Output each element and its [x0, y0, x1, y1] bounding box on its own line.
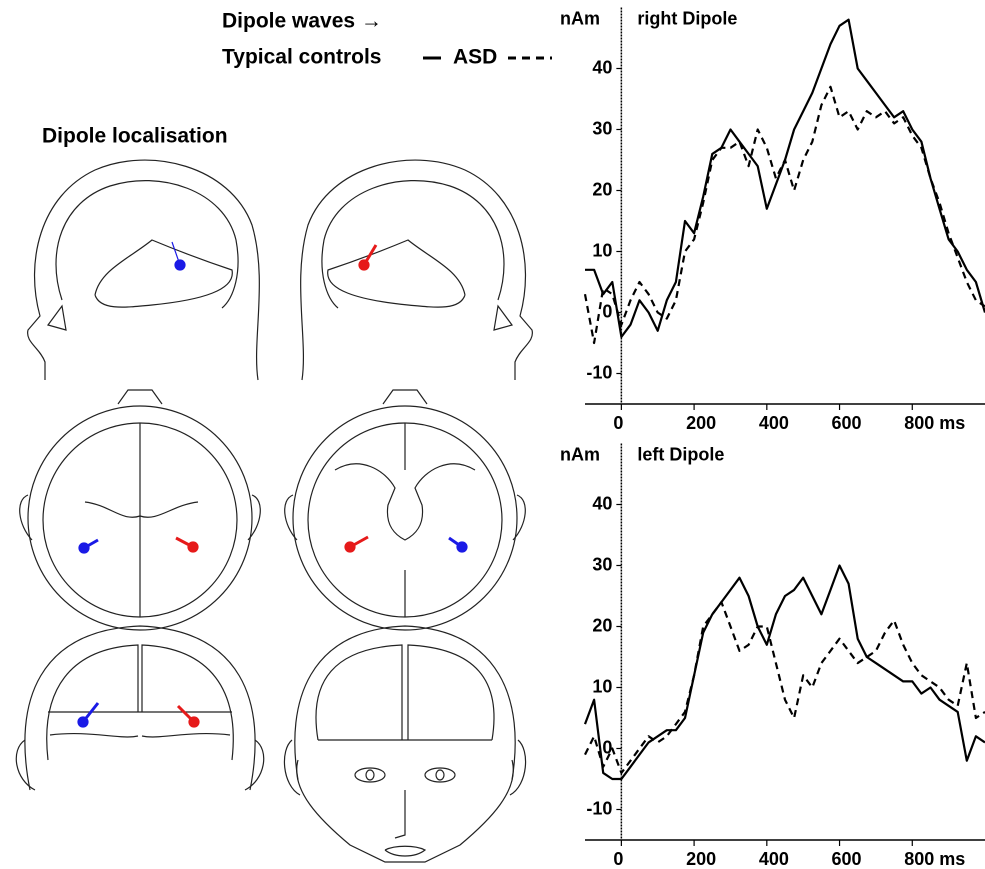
- y-tick-label: 30: [592, 118, 612, 138]
- y-tick-label: -10: [586, 362, 612, 382]
- side-head: [301, 160, 533, 380]
- series-line: [585, 20, 985, 337]
- x-tick-label: 800 ms: [904, 413, 965, 433]
- y-tick-label: 20: [592, 615, 612, 635]
- legend-label: Typical controls: [222, 46, 381, 69]
- y-tick-label: 0: [602, 301, 612, 321]
- top-head: [20, 390, 261, 630]
- back-head: [16, 626, 263, 790]
- top-head: [285, 390, 526, 630]
- x-tick-label: 400: [759, 413, 789, 433]
- y-tick-label: 40: [592, 493, 612, 513]
- y-tick-label: 30: [592, 554, 612, 574]
- series-line: [585, 566, 985, 780]
- x-tick-label: 0: [613, 413, 623, 433]
- y-tick-label: 10: [592, 240, 612, 260]
- series-line: [585, 87, 985, 343]
- section-title: Dipole localisation: [42, 125, 228, 148]
- front-head: [284, 626, 525, 862]
- y-axis-label: nAm: [560, 444, 600, 464]
- y-axis-label: nAm: [560, 8, 600, 28]
- x-tick-label: 200: [686, 413, 716, 433]
- chart-title: left Dipole: [637, 444, 724, 464]
- y-tick-label: 0: [602, 737, 612, 757]
- x-tick-label: 600: [832, 849, 862, 869]
- head-diagrams: [16, 160, 532, 862]
- chart-title: right Dipole: [637, 8, 737, 28]
- figure: Dipole waves → Typical controls ASD Dipo…: [0, 0, 985, 869]
- x-tick-label: 400: [759, 849, 789, 869]
- x-tick-label: 0: [613, 849, 623, 869]
- side-head: [28, 160, 260, 380]
- header-title: Dipole waves →: [222, 10, 382, 33]
- x-tick-label: 200: [686, 849, 716, 869]
- x-tick-label: 600: [832, 413, 862, 433]
- y-tick-label: 40: [592, 57, 612, 77]
- x-tick-label: 800 ms: [904, 849, 965, 869]
- y-tick-label: -10: [586, 798, 612, 818]
- y-tick-label: 20: [592, 179, 612, 199]
- legend-label: ASD: [453, 46, 497, 69]
- y-tick-label: 10: [592, 676, 612, 696]
